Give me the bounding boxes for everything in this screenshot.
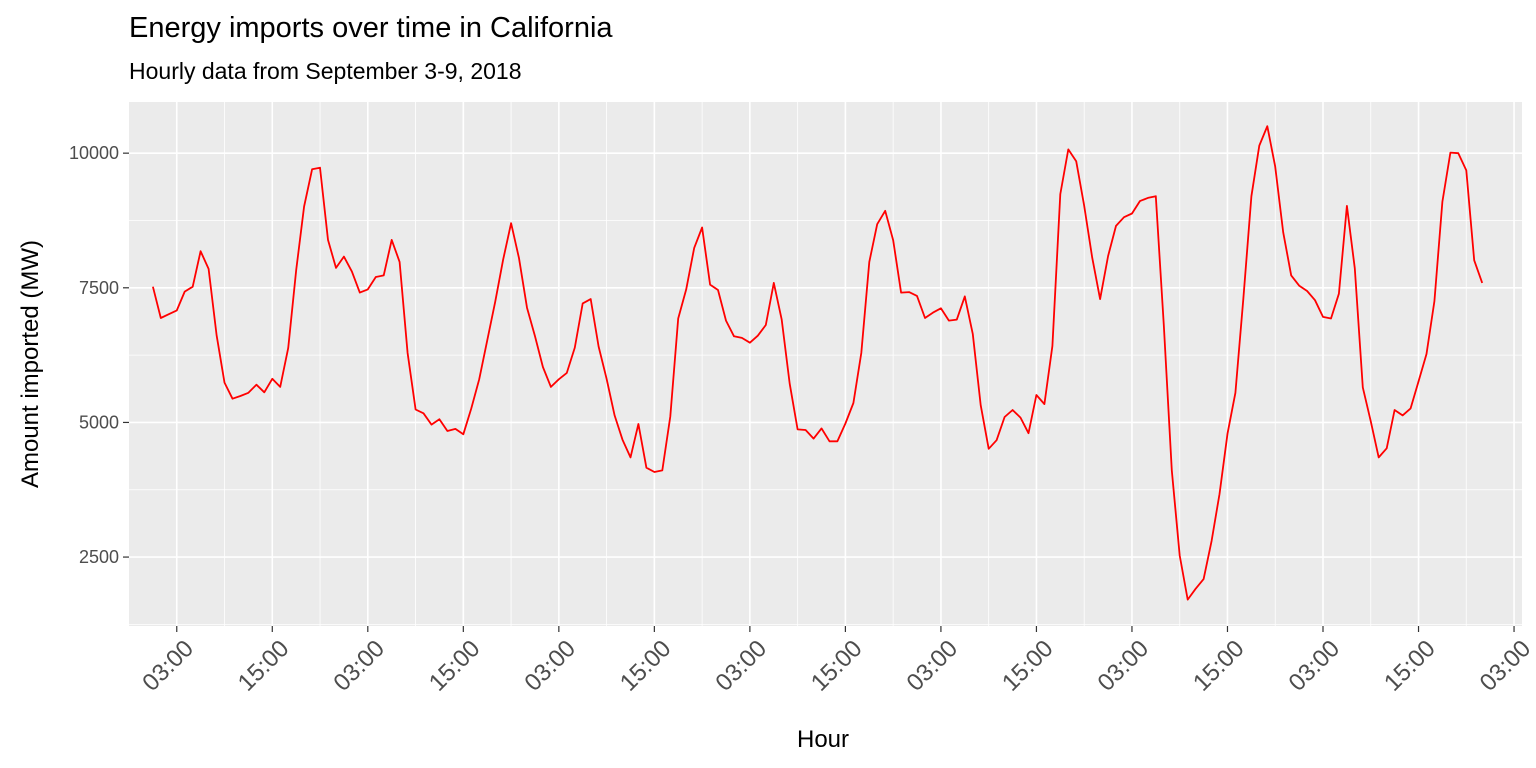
x-tick-label: 15:00 (1188, 635, 1250, 697)
x-tick-label: 03:00 (710, 635, 772, 697)
x-tick-label: 15:00 (615, 635, 677, 697)
x-tick-label: 03:00 (328, 635, 390, 697)
plot-panel (129, 102, 1522, 626)
x-tick-labels: 03:00 15:00 03:00 15:00 03:00 15:00 03:00 15:00… (137, 635, 1536, 697)
x-tick-label: 03:00 (901, 635, 963, 697)
y-tick-label: 10000 (69, 143, 119, 163)
y-tick-label: 5000 (79, 412, 119, 432)
x-axis-title: Hour (797, 726, 849, 753)
x-tick-label: 03:00 (1284, 635, 1346, 697)
minor-gridlines (129, 102, 1522, 626)
axis-ticks (123, 152, 1515, 632)
y-tick-label: 2500 (79, 547, 119, 567)
major-gridlines (129, 102, 1522, 626)
x-tick-label: 15:00 (233, 635, 295, 697)
chart-title: Energy imports over time in California (129, 12, 613, 44)
y-tick-labels: 2500 5000 7500 10000 (69, 143, 119, 567)
x-tick-label: 03:00 (519, 635, 581, 697)
x-tick-label: 03:00 (1093, 635, 1155, 697)
y-tick-label: 7500 (79, 278, 119, 298)
y-axis-title: Amount imported (MW) (17, 240, 44, 488)
x-tick-label: 03:00 (1475, 635, 1536, 697)
x-tick-label: 15:00 (1379, 635, 1441, 697)
x-tick-label: 15:00 (806, 635, 868, 697)
x-tick-label: 15:00 (424, 635, 486, 697)
x-tick-label: 15:00 (997, 635, 1059, 697)
x-tick-label: 03:00 (137, 635, 199, 697)
chart-subtitle: Hourly data from September 3-9, 2018 (129, 58, 522, 84)
series-line (152, 125, 1484, 601)
